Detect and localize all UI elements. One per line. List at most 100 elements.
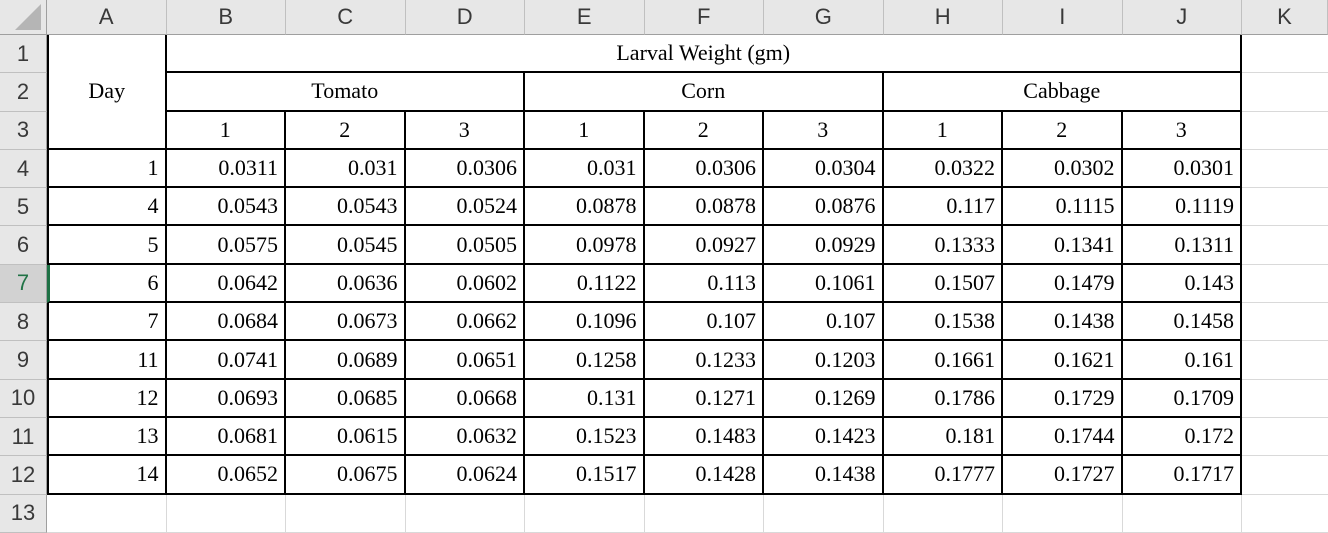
cell-H13[interactable] bbox=[883, 494, 1003, 533]
cell-G6[interactable]: 0.0929 bbox=[764, 226, 884, 265]
cell-F8[interactable]: 0.107 bbox=[644, 303, 764, 342]
row-header-1[interactable]: 1 bbox=[0, 35, 47, 74]
cell-G13[interactable] bbox=[764, 494, 884, 533]
column-header-I[interactable]: I bbox=[1003, 0, 1123, 35]
cell-E8[interactable]: 0.1096 bbox=[525, 303, 645, 342]
cell-D10[interactable]: 0.0668 bbox=[405, 379, 525, 418]
cell-H12[interactable]: 0.1777 bbox=[883, 456, 1003, 495]
cell-D12[interactable]: 0.0624 bbox=[405, 456, 525, 495]
cell-K7[interactable] bbox=[1242, 264, 1328, 304]
cell-F10[interactable]: 0.1271 bbox=[644, 379, 764, 418]
cell-K6[interactable] bbox=[1242, 226, 1328, 265]
cell-B13[interactable] bbox=[166, 494, 286, 533]
cell-B3[interactable]: 1 bbox=[166, 111, 286, 150]
cell-E10[interactable]: 0.131 bbox=[525, 379, 645, 418]
cell-E9[interactable]: 0.1258 bbox=[525, 341, 645, 380]
cell-H4[interactable]: 0.0322 bbox=[883, 149, 1003, 189]
column-header-D[interactable]: D bbox=[405, 0, 525, 35]
cell-B4[interactable]: 0.0311 bbox=[166, 149, 286, 189]
cell-G9[interactable]: 0.1203 bbox=[764, 341, 884, 380]
cell-A4[interactable]: 1 bbox=[47, 149, 167, 189]
cell-C6[interactable]: 0.0545 bbox=[286, 226, 406, 265]
cell-K3[interactable] bbox=[1242, 111, 1328, 150]
cell-C7[interactable]: 0.0636 bbox=[286, 264, 406, 304]
cell-H5[interactable]: 0.117 bbox=[883, 188, 1003, 227]
cell-J11[interactable]: 0.172 bbox=[1122, 417, 1242, 457]
cell-B10[interactable]: 0.0693 bbox=[166, 379, 286, 418]
cell-C4[interactable]: 0.031 bbox=[286, 149, 406, 189]
cell-D11[interactable]: 0.0632 bbox=[405, 417, 525, 457]
cell-A8[interactable]: 7 bbox=[47, 303, 167, 342]
column-header-A[interactable]: A bbox=[47, 0, 167, 35]
cell-day-header[interactable]: Day bbox=[47, 35, 167, 150]
cell-K11[interactable] bbox=[1242, 417, 1328, 457]
cell-A13[interactable] bbox=[47, 494, 167, 533]
cell-H8[interactable]: 0.1538 bbox=[883, 303, 1003, 342]
row-header-2[interactable]: 2 bbox=[0, 73, 47, 112]
cell-A11[interactable]: 13 bbox=[47, 417, 167, 457]
cell-C5[interactable]: 0.0543 bbox=[286, 188, 406, 227]
cell-D6[interactable]: 0.0505 bbox=[405, 226, 525, 265]
cell-group-tomato[interactable]: Tomato bbox=[166, 73, 525, 112]
row-header-8[interactable]: 8 bbox=[0, 303, 47, 342]
column-header-K[interactable]: K bbox=[1242, 0, 1328, 35]
cell-D3[interactable]: 3 bbox=[405, 111, 525, 150]
cell-H3[interactable]: 1 bbox=[883, 111, 1003, 150]
cell-A10[interactable]: 12 bbox=[47, 379, 167, 418]
cell-F3[interactable]: 2 bbox=[644, 111, 764, 150]
cell-A7[interactable]: 6 bbox=[47, 264, 167, 304]
cell-C8[interactable]: 0.0673 bbox=[286, 303, 406, 342]
cell-I13[interactable] bbox=[1003, 494, 1123, 533]
cell-K2[interactable] bbox=[1242, 73, 1328, 112]
cell-J4[interactable]: 0.0301 bbox=[1122, 149, 1242, 189]
cell-D4[interactable]: 0.0306 bbox=[405, 149, 525, 189]
cell-B6[interactable]: 0.0575 bbox=[166, 226, 286, 265]
cell-G11[interactable]: 0.1423 bbox=[764, 417, 884, 457]
cell-J9[interactable]: 0.161 bbox=[1122, 341, 1242, 380]
cell-F11[interactable]: 0.1483 bbox=[644, 417, 764, 457]
cell-K8[interactable] bbox=[1242, 303, 1328, 342]
cell-group-cabbage[interactable]: Cabbage bbox=[883, 73, 1242, 112]
cell-I12[interactable]: 0.1727 bbox=[1003, 456, 1123, 495]
cell-C12[interactable]: 0.0675 bbox=[286, 456, 406, 495]
cell-B5[interactable]: 0.0543 bbox=[166, 188, 286, 227]
cell-J7[interactable]: 0.143 bbox=[1122, 264, 1242, 304]
cell-H6[interactable]: 0.1333 bbox=[883, 226, 1003, 265]
cell-table-title[interactable]: Larval Weight (gm) bbox=[166, 35, 1242, 74]
cell-A12[interactable]: 14 bbox=[47, 456, 167, 495]
cell-K4[interactable] bbox=[1242, 149, 1328, 189]
column-header-J[interactable]: J bbox=[1122, 0, 1242, 35]
cell-D5[interactable]: 0.0524 bbox=[405, 188, 525, 227]
cell-E12[interactable]: 0.1517 bbox=[525, 456, 645, 495]
cell-B8[interactable]: 0.0684 bbox=[166, 303, 286, 342]
cell-J5[interactable]: 0.1119 bbox=[1122, 188, 1242, 227]
select-all-button[interactable] bbox=[0, 0, 47, 35]
cell-A5[interactable]: 4 bbox=[47, 188, 167, 227]
cell-B12[interactable]: 0.0652 bbox=[166, 456, 286, 495]
cell-B11[interactable]: 0.0681 bbox=[166, 417, 286, 457]
cell-B9[interactable]: 0.0741 bbox=[166, 341, 286, 380]
cell-H11[interactable]: 0.181 bbox=[883, 417, 1003, 457]
cell-K13[interactable] bbox=[1242, 494, 1328, 533]
cell-G5[interactable]: 0.0876 bbox=[764, 188, 884, 227]
cell-J12[interactable]: 0.1717 bbox=[1122, 456, 1242, 495]
cell-D9[interactable]: 0.0651 bbox=[405, 341, 525, 380]
cell-C13[interactable] bbox=[286, 494, 406, 533]
cell-F7[interactable]: 0.113 bbox=[644, 264, 764, 304]
row-header-13[interactable]: 13 bbox=[0, 494, 47, 533]
row-header-7[interactable]: 7 bbox=[0, 264, 47, 304]
cell-G3[interactable]: 3 bbox=[764, 111, 884, 150]
row-header-5[interactable]: 5 bbox=[0, 188, 47, 227]
column-header-F[interactable]: F bbox=[644, 0, 764, 35]
cell-I4[interactable]: 0.0302 bbox=[1003, 149, 1123, 189]
cell-J6[interactable]: 0.1311 bbox=[1122, 226, 1242, 265]
cell-group-corn[interactable]: Corn bbox=[525, 73, 884, 112]
cell-F9[interactable]: 0.1233 bbox=[644, 341, 764, 380]
cell-G7[interactable]: 0.1061 bbox=[764, 264, 884, 304]
cell-F12[interactable]: 0.1428 bbox=[644, 456, 764, 495]
cell-K5[interactable] bbox=[1242, 188, 1328, 227]
cell-C9[interactable]: 0.0689 bbox=[286, 341, 406, 380]
cell-I6[interactable]: 0.1341 bbox=[1003, 226, 1123, 265]
cell-I9[interactable]: 0.1621 bbox=[1003, 341, 1123, 380]
cell-C11[interactable]: 0.0615 bbox=[286, 417, 406, 457]
